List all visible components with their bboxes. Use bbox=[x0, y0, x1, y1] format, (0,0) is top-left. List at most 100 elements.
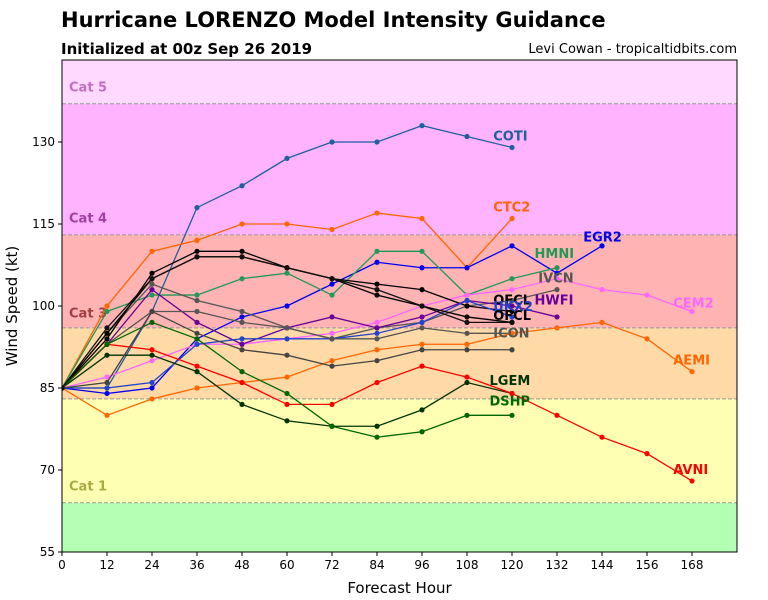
x-tick-label: 156 bbox=[636, 558, 659, 572]
series-point bbox=[644, 292, 650, 298]
intensity-band-0 bbox=[62, 502, 737, 552]
series-point bbox=[419, 325, 425, 331]
series-point bbox=[464, 347, 470, 353]
intensity-band-4 bbox=[62, 103, 737, 235]
series-point bbox=[509, 243, 515, 249]
series-point bbox=[329, 423, 335, 429]
series-point bbox=[464, 297, 470, 304]
series-point bbox=[149, 358, 155, 364]
intensity-band-1 bbox=[62, 398, 737, 503]
series-point bbox=[509, 276, 515, 282]
series-point bbox=[149, 287, 155, 293]
intensity-band-2 bbox=[62, 327, 737, 399]
series-point bbox=[644, 451, 650, 457]
series-point bbox=[329, 292, 335, 298]
y-axis-label: Wind Speed (kt) bbox=[3, 246, 21, 367]
chart-credit: Levi Cowan - tropicaltidbits.com bbox=[528, 42, 737, 57]
series-point bbox=[509, 390, 515, 397]
series-point bbox=[644, 336, 650, 342]
series-point bbox=[374, 336, 380, 342]
series-point bbox=[284, 418, 290, 424]
series-point bbox=[239, 276, 245, 282]
series-point bbox=[104, 341, 110, 347]
series-point bbox=[239, 308, 245, 315]
series-point bbox=[239, 248, 245, 254]
series-point bbox=[464, 374, 470, 380]
series-point bbox=[374, 358, 380, 364]
series-point bbox=[194, 292, 200, 298]
x-axis-label: Forecast Hour bbox=[347, 579, 452, 597]
series-point bbox=[104, 412, 110, 418]
series-point bbox=[239, 254, 245, 260]
model-label: IVCN bbox=[538, 272, 573, 287]
series-point bbox=[419, 319, 425, 325]
series-point bbox=[419, 363, 425, 369]
series-point bbox=[194, 297, 200, 304]
series-point bbox=[329, 314, 335, 320]
series-point bbox=[464, 412, 470, 418]
series-point bbox=[239, 401, 245, 407]
series-point bbox=[239, 347, 245, 353]
model-label: HWFI bbox=[535, 294, 574, 309]
series-point bbox=[464, 330, 470, 336]
series-point bbox=[104, 336, 110, 342]
x-tick-label: 144 bbox=[591, 558, 614, 572]
series-point bbox=[599, 243, 605, 249]
series-point bbox=[149, 352, 155, 358]
series-point bbox=[104, 330, 110, 336]
series-point bbox=[194, 336, 200, 342]
series-point bbox=[149, 270, 155, 276]
series-point bbox=[194, 363, 200, 369]
series-point bbox=[419, 287, 425, 293]
series-point bbox=[104, 390, 110, 397]
y-tick-label: 55 bbox=[40, 545, 55, 559]
series-point bbox=[284, 270, 290, 276]
series-point bbox=[284, 155, 290, 161]
series-point bbox=[149, 281, 155, 287]
series-point bbox=[149, 385, 155, 391]
series-point bbox=[374, 423, 380, 429]
series-point bbox=[284, 390, 290, 397]
model-label: CTC2 bbox=[493, 201, 530, 216]
series-point bbox=[599, 287, 605, 293]
series-point bbox=[284, 221, 290, 227]
series-point bbox=[284, 336, 290, 342]
x-tick-label: 108 bbox=[456, 558, 479, 572]
series-point bbox=[554, 412, 560, 418]
series-point bbox=[239, 319, 245, 325]
series-point bbox=[554, 314, 560, 320]
category-label: Cat 4 bbox=[69, 212, 107, 227]
series-point bbox=[62, 385, 65, 391]
series-point bbox=[194, 385, 200, 391]
series-point bbox=[104, 308, 110, 315]
series-point bbox=[329, 276, 335, 282]
series-point bbox=[194, 330, 200, 336]
series-point bbox=[329, 226, 335, 233]
model-label: HMNI bbox=[535, 247, 575, 262]
series-point bbox=[419, 215, 425, 222]
chart-subtitle: Initialized at 00z Sep 26 2019 bbox=[61, 40, 313, 58]
series-point bbox=[689, 369, 695, 375]
model-label: AEMI bbox=[673, 354, 710, 369]
series-point bbox=[509, 412, 515, 418]
series-point bbox=[464, 303, 470, 309]
series-point bbox=[239, 183, 245, 189]
series-point bbox=[149, 379, 155, 386]
series-point bbox=[284, 374, 290, 380]
y-tick-label: 100 bbox=[32, 299, 55, 313]
series-point bbox=[374, 330, 380, 336]
model-label: LGEM bbox=[490, 374, 531, 389]
series-point bbox=[374, 319, 380, 325]
series-point bbox=[194, 237, 200, 243]
series-point bbox=[599, 319, 605, 325]
series-point bbox=[239, 314, 245, 320]
series-point bbox=[509, 319, 515, 325]
x-tick-label: 24 bbox=[144, 558, 159, 572]
series-point bbox=[194, 369, 200, 375]
series-point bbox=[509, 303, 515, 309]
series-point bbox=[464, 379, 470, 386]
model-label: OFCL bbox=[493, 294, 531, 309]
series-point bbox=[374, 210, 380, 216]
series-point bbox=[149, 308, 155, 315]
series-point bbox=[464, 265, 470, 271]
